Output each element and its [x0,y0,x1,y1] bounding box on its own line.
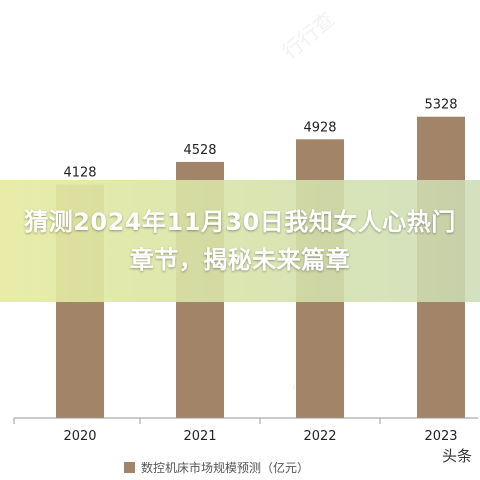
banner-title: 猜测2024年11月30日我知女人心热门章节，揭秘未来篇章 [24,208,456,274]
x-tick-2021: 2021 [183,429,216,444]
legend-label: 数控机床市场规模预测（亿元） [141,460,309,475]
x-tick-2023: 2023 [424,429,457,444]
title-banner: 猜测2024年11月30日我知女人心热门章节，揭秘未来篇章 [0,180,480,302]
legend-swatch [124,462,135,473]
legend: 数控机床市场规模预测（亿元） [124,460,309,475]
data-label-2021: 4528 [183,143,216,158]
data-label-2023: 5328 [424,98,457,113]
source-logo: 头条 [441,447,472,465]
data-label-2022: 4928 [303,120,336,135]
data-label-2020: 4128 [63,166,96,181]
x-tick-2022: 2022 [303,429,336,444]
watermark-text: 行行查 [278,7,339,64]
x-tick-2020: 2020 [63,429,96,444]
x-tick-labels: 2020 2021 2022 2023 [63,418,458,444]
